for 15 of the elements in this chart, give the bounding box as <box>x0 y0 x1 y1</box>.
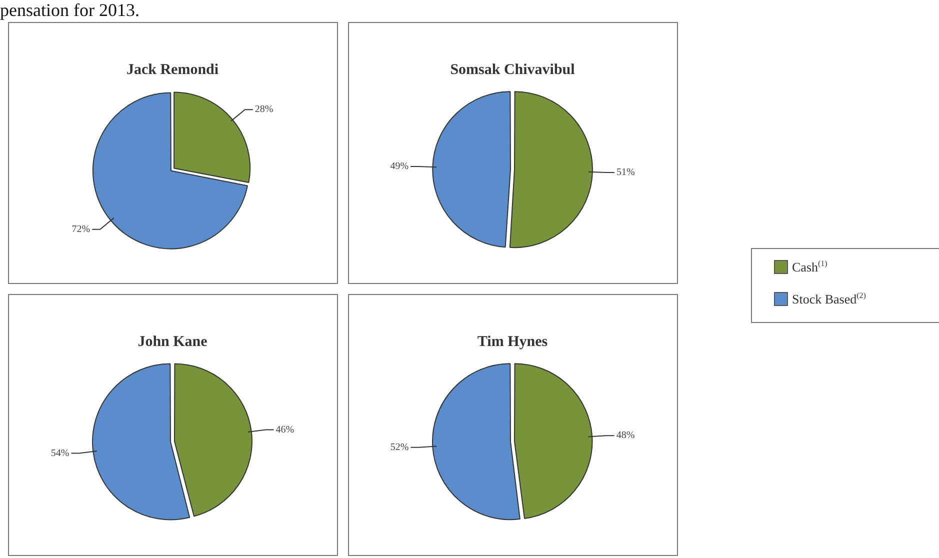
data-label: 46% <box>276 424 294 436</box>
data-label: 51% <box>616 167 635 178</box>
data-label: 49% <box>390 161 409 172</box>
chart-title: John Kane <box>138 334 208 350</box>
chart-title: Jack Remondi <box>126 62 219 78</box>
text: pensation for 2013. <box>0 0 140 20</box>
data-label: 54% <box>50 448 70 459</box>
chart-title: Tim Hynes <box>477 334 548 350</box>
data-label: 72% <box>72 224 90 236</box>
chart-title: Somsak Chivavibul <box>450 62 575 78</box>
data-label: 48% <box>616 430 635 442</box>
legend-label: Stock Based$^{(2)}$ <box>792 291 866 308</box>
legend-label: Cash$^{(1)}$ <box>792 259 828 276</box>
data-label: 52% <box>390 442 409 454</box>
data-label: 28% <box>254 104 274 116</box>
